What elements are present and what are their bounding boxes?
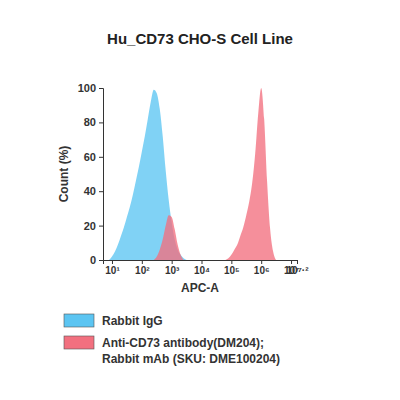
y-tick-label: 100 (78, 82, 96, 94)
x-tick: 10⁴ (194, 260, 210, 276)
y-tick-label: 40 (84, 185, 96, 197)
x-tick: 10⁷·² (287, 260, 310, 276)
x-tick-mark (142, 260, 143, 264)
x-tick-label: 10³ (165, 265, 180, 276)
y-tick: 20 (84, 220, 103, 232)
x-tick: 10⁶ (254, 260, 270, 276)
y-tick: 80 (84, 116, 103, 128)
x-tick-mark (202, 260, 203, 264)
x-tick-mark (172, 260, 173, 264)
y-tick-label: 80 (84, 116, 96, 128)
x-tick: 10¹ (105, 260, 120, 276)
x-axis-title: APC-A (181, 281, 219, 295)
x-tick-label: 10⁶ (254, 265, 270, 276)
y-tick-label: 0 (90, 254, 96, 266)
title: Hu_CD73 CHO-S Cell Line (107, 30, 293, 47)
y-tick: 0 (90, 254, 103, 266)
x-tick-mark (231, 260, 232, 264)
x-axis-line (104, 261, 298, 265)
y-tick-label: 60 (84, 151, 96, 163)
x-tick-label: 10¹ (105, 265, 120, 276)
y-axis-line (99, 89, 104, 261)
y-tick-mark (99, 157, 103, 158)
x-axis: 10¹10²10³10⁴10⁵10⁶10⁷10⁷·² (104, 260, 310, 276)
y-tick-mark (99, 88, 103, 89)
y-tick-mark (99, 191, 103, 192)
legend-swatch (64, 336, 94, 349)
x-tick-mark (261, 260, 262, 264)
y-tick-mark (99, 226, 103, 227)
plot-area (109, 88, 276, 260)
x-tick-label: 10² (135, 265, 150, 276)
y-axis-title: Count (%) (57, 146, 71, 203)
x-tick-mark (112, 260, 113, 264)
y-tick: 60 (84, 151, 103, 163)
x-tick-mark (291, 260, 292, 264)
x-tick: 10⁵ (224, 260, 240, 276)
x-tick-mark (297, 260, 298, 264)
y-tick: 40 (84, 185, 103, 197)
x-tick-label: 10⁵ (224, 265, 240, 276)
y-tick-label: 20 (84, 220, 96, 232)
legend-swatch (64, 314, 94, 327)
y-axis: 0 20 40 60 80 100 (78, 82, 104, 266)
legend-label: Rabbit IgG (102, 314, 163, 328)
legend-label: Anti-CD73 antibody(DM204);Rabbit mAb (SK… (102, 336, 280, 366)
y-tick-mark (99, 122, 103, 123)
x-tick-label: 10⁷·² (287, 265, 310, 276)
y-tick-mark (99, 260, 103, 261)
chart: Hu_CD73 CHO-S Cell Line 10¹ 10² 10³ 10⁴ 10⁵ 10… (0, 0, 400, 400)
x-tick-label: 10⁴ (194, 265, 210, 276)
legend: Rabbit IgG Anti-CD73 antibody(DM204);Rabb… (64, 314, 280, 366)
series-area (154, 88, 276, 260)
y-tick: 100 (78, 82, 103, 94)
x-tick: 10³ (165, 260, 180, 276)
x-tick: 10² (135, 260, 150, 276)
